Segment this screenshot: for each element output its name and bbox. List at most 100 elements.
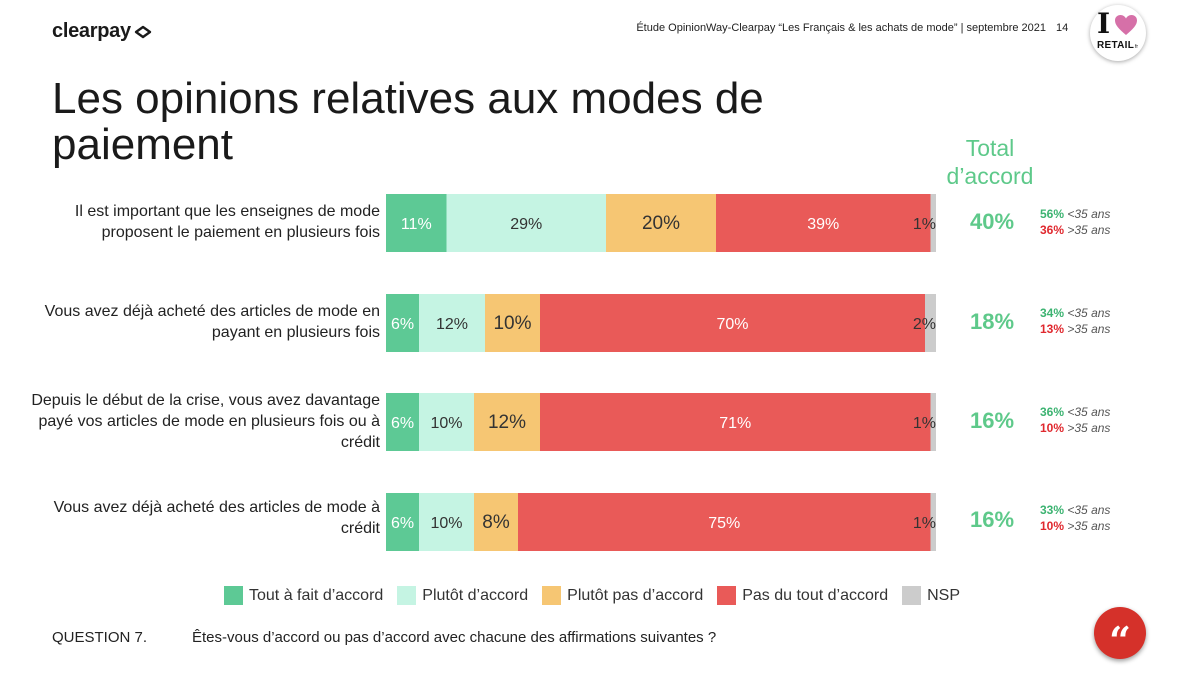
row-label-3: Depuis le début de la crise, vous avez d… bbox=[31, 392, 380, 451]
under35-value: 34% bbox=[1040, 306, 1065, 320]
data-label-pas-du-tout: 75% bbox=[708, 515, 740, 532]
age-breakdown-3: 36% <35 ans 10% >35 ans bbox=[1040, 404, 1110, 436]
data-label-plutot: 12% bbox=[436, 316, 468, 333]
over35-label: >35 ans bbox=[1067, 322, 1111, 336]
bar-segment-plutot bbox=[419, 493, 474, 551]
total-value-2: 18% bbox=[969, 309, 1015, 334]
over35-value: 36% bbox=[1040, 223, 1065, 237]
legend-item-nsp: NSP bbox=[902, 586, 960, 605]
legend-label: Plutôt d’accord bbox=[422, 586, 529, 604]
under35-value: 36% bbox=[1040, 405, 1065, 419]
quote-icon[interactable]: “ bbox=[1094, 607, 1146, 663]
total-value-1: 40% bbox=[969, 209, 1015, 234]
data-label-tout-a-fait: 6% bbox=[391, 316, 414, 333]
bar-segment-tout-a-fait bbox=[386, 194, 447, 252]
bar-segment-plutot-pas bbox=[474, 493, 518, 551]
bar-segment-tout-a-fait bbox=[386, 294, 419, 352]
under35-value: 33% bbox=[1040, 503, 1065, 517]
data-label-tout-a-fait: 6% bbox=[391, 415, 414, 432]
row-label-2: Vous avez déjà acheté des articles de mo… bbox=[44, 303, 380, 341]
chart-legend: Tout à fait d’accord Plutôt d’accord Plu… bbox=[224, 586, 974, 605]
data-label-nsp: 1% bbox=[913, 515, 936, 532]
data-label-nsp: 1% bbox=[913, 216, 936, 233]
data-label-plutot-pas: 20% bbox=[642, 213, 680, 234]
over35-label: >35 ans bbox=[1067, 519, 1111, 533]
page-title: Les opinions relatives aux modes de paie… bbox=[52, 74, 764, 169]
over35-label: >35 ans bbox=[1067, 421, 1111, 435]
legend-label: Tout à fait d’accord bbox=[249, 586, 384, 604]
over35-value: 10% bbox=[1040, 421, 1065, 435]
bar-segment-pas-du-tout bbox=[540, 393, 931, 451]
bar-segment-pas-du-tout bbox=[518, 493, 931, 551]
data-label-nsp: 1% bbox=[913, 415, 936, 432]
bar-segment-plutot bbox=[446, 194, 606, 252]
legend-swatch bbox=[717, 586, 737, 605]
under35-label: <35 ans bbox=[1067, 207, 1111, 221]
bar-segment-tout-a-fait bbox=[386, 393, 419, 451]
iloveretail-badge: I RETAIL fr bbox=[1090, 5, 1146, 61]
bar-segment-nsp bbox=[930, 194, 936, 252]
badge-suffix: fr bbox=[1135, 44, 1139, 50]
data-label-plutot-pas: 8% bbox=[482, 512, 510, 533]
data-label-plutot-pas: 12% bbox=[488, 412, 526, 433]
badge-letter: I bbox=[1097, 7, 1111, 40]
legend-item-plutot-pas: Plutôt pas d’accord bbox=[542, 586, 703, 605]
data-label-pas-du-tout: 70% bbox=[716, 316, 748, 333]
legend-item-pas-du-tout: Pas du tout d’accord bbox=[717, 586, 888, 605]
data-label-plutot-pas: 10% bbox=[493, 313, 531, 334]
over35-value: 10% bbox=[1040, 519, 1065, 533]
badge-text: RETAIL bbox=[1097, 40, 1135, 51]
legend-swatch bbox=[224, 586, 243, 605]
bar-segment-pas-du-tout bbox=[540, 294, 925, 352]
legend-swatch bbox=[542, 586, 562, 605]
bar-segment-plutot bbox=[419, 294, 485, 352]
legend-label: NSP bbox=[927, 586, 960, 604]
under35-label: <35 ans bbox=[1067, 405, 1111, 419]
page-number: 14 bbox=[1056, 22, 1069, 34]
bar-segment-plutot-pas bbox=[606, 194, 716, 252]
bar-segment-tout-a-fait bbox=[386, 493, 419, 551]
bar-segment-pas-du-tout bbox=[716, 194, 931, 252]
legend-swatch bbox=[397, 586, 417, 605]
age-breakdown-2: 34% <35 ans 13% >35 ans bbox=[1040, 305, 1110, 337]
total-value-3: 16% bbox=[969, 408, 1015, 433]
data-label-plutot: 29% bbox=[510, 216, 542, 233]
age-breakdown-1: 56% <35 ans 36% >35 ans bbox=[1040, 206, 1110, 238]
under35-label: <35 ans bbox=[1067, 503, 1111, 517]
data-label-pas-du-tout: 71% bbox=[719, 415, 751, 432]
legend-item-tout-a-fait: Tout à fait d’accord bbox=[224, 586, 383, 605]
legend-item-plutot: Plutôt d’accord bbox=[397, 586, 528, 605]
clearpay-arrow-icon bbox=[134, 25, 151, 38]
over35-label: >35 ans bbox=[1067, 223, 1111, 237]
data-label-tout-a-fait: 11% bbox=[401, 216, 432, 233]
bar-segment-plutot bbox=[419, 393, 474, 451]
data-label-plutot: 10% bbox=[430, 515, 462, 532]
age-breakdown-4: 33% <35 ans 10% >35 ans bbox=[1040, 502, 1110, 534]
question-number: QUESTION 7. bbox=[52, 629, 148, 646]
total-value-4: 16% bbox=[969, 507, 1015, 532]
row-label-1: Il est important que les enseignes de mo… bbox=[74, 203, 380, 241]
total-header: Total d’accord bbox=[946, 135, 1034, 189]
row-label-4: Vous avez déjà acheté des articles de mo… bbox=[53, 499, 380, 537]
legend-label: Pas du tout d’accord bbox=[742, 586, 889, 604]
legend-label: Plutôt pas d’accord bbox=[567, 586, 704, 604]
over35-value: 13% bbox=[1040, 322, 1065, 336]
brand-name: clearpay bbox=[52, 20, 131, 42]
clearpay-logo: clearpay bbox=[52, 20, 154, 43]
legend-swatch bbox=[902, 586, 922, 605]
question-text: Êtes-vous d’accord ou pas d’accord avec … bbox=[192, 629, 717, 646]
study-reference: Étude OpinionWay-Clearpay “Les Français … bbox=[636, 22, 1046, 34]
data-label-plutot: 10% bbox=[430, 415, 462, 432]
data-label-nsp: 2% bbox=[913, 316, 936, 333]
under35-label: <35 ans bbox=[1067, 306, 1111, 320]
bar-segment-nsp bbox=[930, 393, 936, 451]
bar-segment-nsp bbox=[930, 493, 936, 551]
data-label-tout-a-fait: 6% bbox=[391, 515, 414, 532]
data-label-pas-du-tout: 39% bbox=[807, 216, 839, 233]
bar-segment-nsp bbox=[925, 294, 936, 352]
under35-value: 56% bbox=[1040, 207, 1065, 221]
heart-icon bbox=[1115, 15, 1137, 35]
bar-segment-plutot-pas bbox=[474, 393, 540, 451]
bar-segment-plutot-pas bbox=[485, 294, 540, 352]
